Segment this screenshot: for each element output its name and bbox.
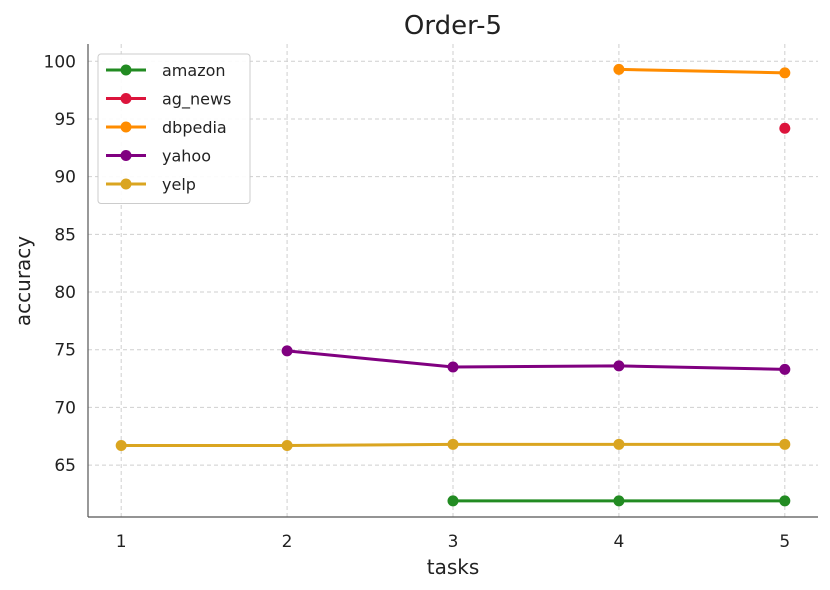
data-point-yahoo [281, 345, 293, 357]
data-point-yelp [447, 438, 459, 450]
x-tick-label: 1 [116, 532, 127, 552]
legend-marker-dbpedia [120, 121, 132, 133]
legend-marker-yelp [120, 178, 132, 190]
legend-entry-dbpedia: dbpedia [106, 118, 227, 137]
legend-marker-yahoo [120, 150, 132, 161]
y-axis-label: accuracy [11, 236, 35, 326]
legend-entry-yelp: yelp [106, 175, 196, 194]
data-point-yelp [613, 438, 625, 450]
data-point-ag_news [779, 122, 791, 134]
x-axis-label: tasks [427, 555, 480, 579]
data-point-amazon [613, 495, 625, 507]
data-point-dbpedia [779, 67, 791, 79]
series-yelp [115, 438, 791, 451]
x-tick-label: 3 [448, 532, 459, 552]
series-group [115, 63, 791, 507]
legend-label-yelp: yelp [162, 175, 196, 194]
series-line-yahoo [286, 349, 785, 371]
y-tick-label: 90 [54, 168, 76, 188]
legend-label-ag_news: ag_news [162, 90, 231, 110]
legend-marker-ag_news [120, 93, 132, 104]
data-point-yelp [779, 438, 791, 450]
series-line-dbpedia [618, 67, 785, 75]
legend-label-yahoo: yahoo [162, 147, 211, 166]
series-yahoo [281, 345, 791, 375]
data-point-amazon [779, 495, 791, 507]
legend-entry-yahoo: yahoo [106, 147, 211, 166]
axes: 1 2 3 4 5 65 70 75 80 85 90 95 100 [44, 44, 818, 552]
x-tick-label: 4 [613, 532, 624, 552]
data-point-yahoo [779, 363, 791, 375]
legend-box [97, 53, 251, 204]
chart-title: Order-5 [404, 11, 502, 41]
x-tick-label: 2 [282, 532, 293, 552]
series-ag_news [779, 122, 791, 134]
series-dbpedia [613, 63, 791, 79]
data-point-yelp [115, 439, 127, 451]
y-tick-label: 75 [54, 341, 76, 361]
data-point-yahoo [447, 361, 459, 373]
y-tick-label: 95 [54, 110, 76, 130]
grid [88, 44, 818, 517]
y-tick-label: 85 [54, 225, 76, 245]
y-tick-label: 70 [54, 398, 76, 418]
legend-entry-amazon: amazon [106, 61, 226, 80]
legend-entry-ag_news: ag_news [106, 90, 231, 110]
x-tick-label: 5 [779, 532, 790, 552]
data-point-yahoo [613, 360, 625, 372]
y-tick-label: 80 [54, 283, 76, 303]
data-point-dbpedia [613, 63, 625, 75]
data-point-yelp [281, 439, 293, 451]
series-amazon [447, 495, 791, 507]
data-point-amazon [447, 495, 459, 507]
legend-label-amazon: amazon [162, 61, 226, 80]
y-tick-label: 65 [54, 456, 76, 476]
y-tick-label: 100 [44, 52, 76, 72]
legend-marker-amazon [120, 64, 132, 76]
legend-label-dbpedia: dbpedia [162, 118, 227, 137]
